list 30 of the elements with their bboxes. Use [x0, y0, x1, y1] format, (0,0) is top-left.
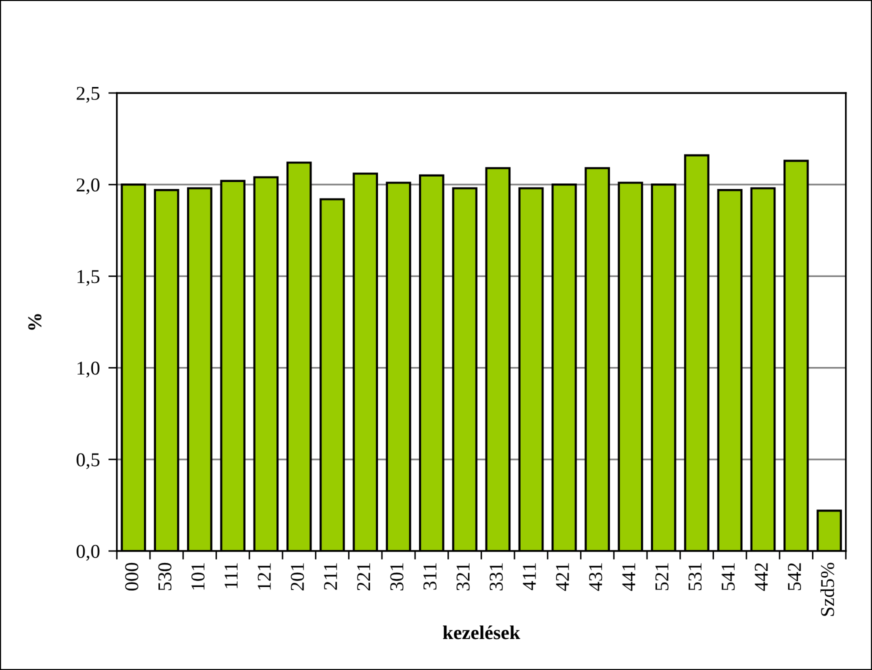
x-tick-label: 331	[490, 563, 503, 590]
y-tick-label: 0,5	[76, 453, 100, 470]
x-tick-label: 301	[390, 563, 404, 590]
x-tick-label: 311	[423, 563, 437, 590]
x-tick-label: 542	[788, 563, 802, 590]
x-tick-label: 121	[258, 563, 271, 590]
x-tick-label: 221	[357, 563, 370, 590]
x-tick-label: 321	[456, 563, 470, 590]
x-tick-label: 201	[290, 563, 304, 590]
x-tick-label: 111	[224, 563, 238, 588]
x-tick-label: 421	[556, 563, 569, 591]
x-tick-label: 521	[655, 563, 668, 590]
y-tick-label: 0,0	[76, 544, 100, 561]
y-tick-label: 1,5	[78, 270, 100, 286]
y-tick-label: 2,5	[76, 86, 100, 103]
x-axis-title: kezelések	[442, 626, 520, 640]
x-tick-label: 530	[158, 562, 172, 590]
y-tick-label: 1,0	[78, 362, 100, 378]
x-tick-label: 431	[589, 563, 602, 591]
x-tick-label: 531	[688, 563, 702, 590]
x-tick-label: Szd5%	[820, 562, 834, 616]
x-tick-label: 101	[191, 563, 205, 590]
x-tick-label: 442	[754, 563, 768, 591]
y-tick-label: 2,0	[76, 178, 100, 194]
x-tick-label: 411	[522, 563, 536, 590]
x-tick-label: 211	[324, 563, 337, 590]
x-tick-label: 441	[622, 563, 636, 591]
y-axis-title: %	[28, 314, 42, 330]
x-tick-label: 541	[722, 563, 735, 590]
x-tick-label: 000	[125, 562, 138, 591]
